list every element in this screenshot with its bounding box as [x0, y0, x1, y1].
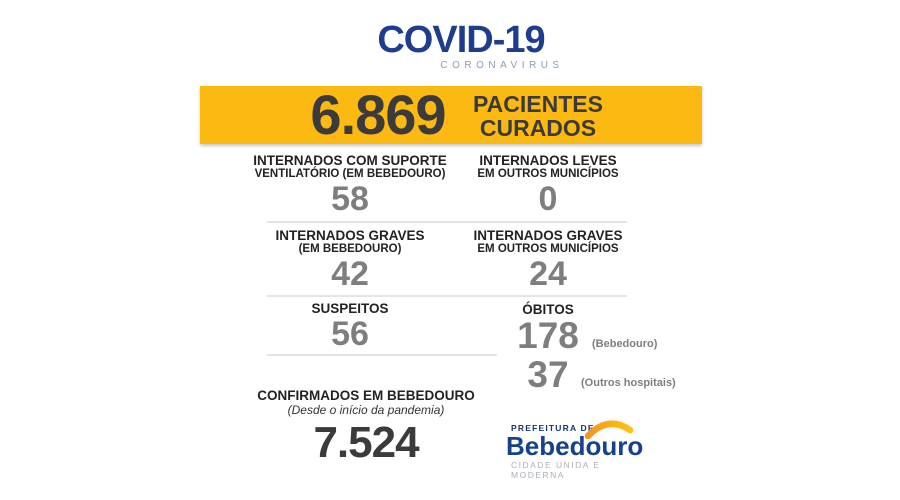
covid-title: COVID-19 [377, 19, 545, 61]
stat-value: 42 [331, 255, 369, 293]
logo-name-text: Bebedouro [506, 431, 644, 461]
deaths-label: ÓBITOS [522, 302, 574, 317]
stat-value: 0 [538, 180, 558, 218]
stat-label: SUSPEITOS [311, 301, 389, 316]
stat-value: 24 [529, 255, 567, 293]
cured-label: PACIENTES CURADOS [468, 92, 608, 140]
stat-severe-other-cities: INTERNADOS GRAVES EM OUTROS MUNICÍPIOS 2… [428, 228, 668, 292]
stat-confirmed-total: CONFIRMADOS EM BEBEDOURO (Desde o início… [246, 388, 486, 465]
stat-ventilator-support: INTERNADOS COM SUPORTE VENTILATÓRIO (EM … [228, 153, 472, 217]
logo-prefeitura-text: PREFEITURA DE [511, 423, 595, 433]
logo-tagline-text: CIDADE UNIDA E MODERNA [511, 460, 601, 480]
coronavirus-subtitle: CORONAVIRUS [440, 60, 564, 71]
stat-label: INTERNADOS COM SUPORTE [253, 153, 447, 168]
divider [267, 354, 497, 356]
stat-label: INTERNADOS GRAVES [275, 228, 425, 243]
stat-label: INTERNADOS GRAVES [473, 228, 623, 243]
confirmed-sublabel: (Desde o início da pandemia) [287, 403, 445, 417]
confirmed-value: 7.524 [313, 418, 419, 467]
stat-sublabel: EM OUTROS MUNICÍPIOS [477, 243, 619, 255]
stat-sublabel: VENTILATÓRIO (EM BEBEDOURO) [254, 168, 446, 180]
deaths-note-bebedouro: (Bebedouro) [592, 338, 658, 350]
bebedouro-city-logo: PREFEITURA DE Bebedouro CIDADE UNIDA E M… [506, 420, 656, 480]
cured-patients-banner: 6.869 PACIENTES CURADOS [200, 86, 702, 144]
cured-label-line1: PACIENTES [473, 91, 603, 117]
cured-count: 6.869 [310, 83, 446, 146]
deaths-note-other-hospitals: (Outros hospitais) [581, 377, 676, 389]
deaths-value-bebedouro: 178 [517, 315, 579, 356]
stat-sublabel: EM OUTROS MUNICÍPIOS [477, 168, 619, 180]
divider [267, 221, 627, 223]
stat-value: 58 [331, 180, 369, 218]
logo-arc-icon [584, 420, 634, 439]
cured-label-line2: CURADOS [479, 115, 597, 141]
stat-sublabel: (EM BEBEDOURO) [298, 243, 402, 255]
stat-value: 56 [331, 315, 369, 353]
deaths-value-other-hospitals: 37 [527, 354, 569, 395]
confirmed-label: CONFIRMADOS EM BEBEDOURO [257, 388, 475, 403]
stat-label: INTERNADOS LEVES [479, 153, 617, 168]
divider [267, 295, 627, 297]
stat-suspected: SUSPEITOS 56 [228, 301, 472, 352]
stat-mild-other-cities: INTERNADOS LEVES EM OUTROS MUNICÍPIOS 0 [428, 153, 668, 217]
stat-severe-bebedouro: INTERNADOS GRAVES (EM BEBEDOURO) 42 [228, 228, 472, 292]
